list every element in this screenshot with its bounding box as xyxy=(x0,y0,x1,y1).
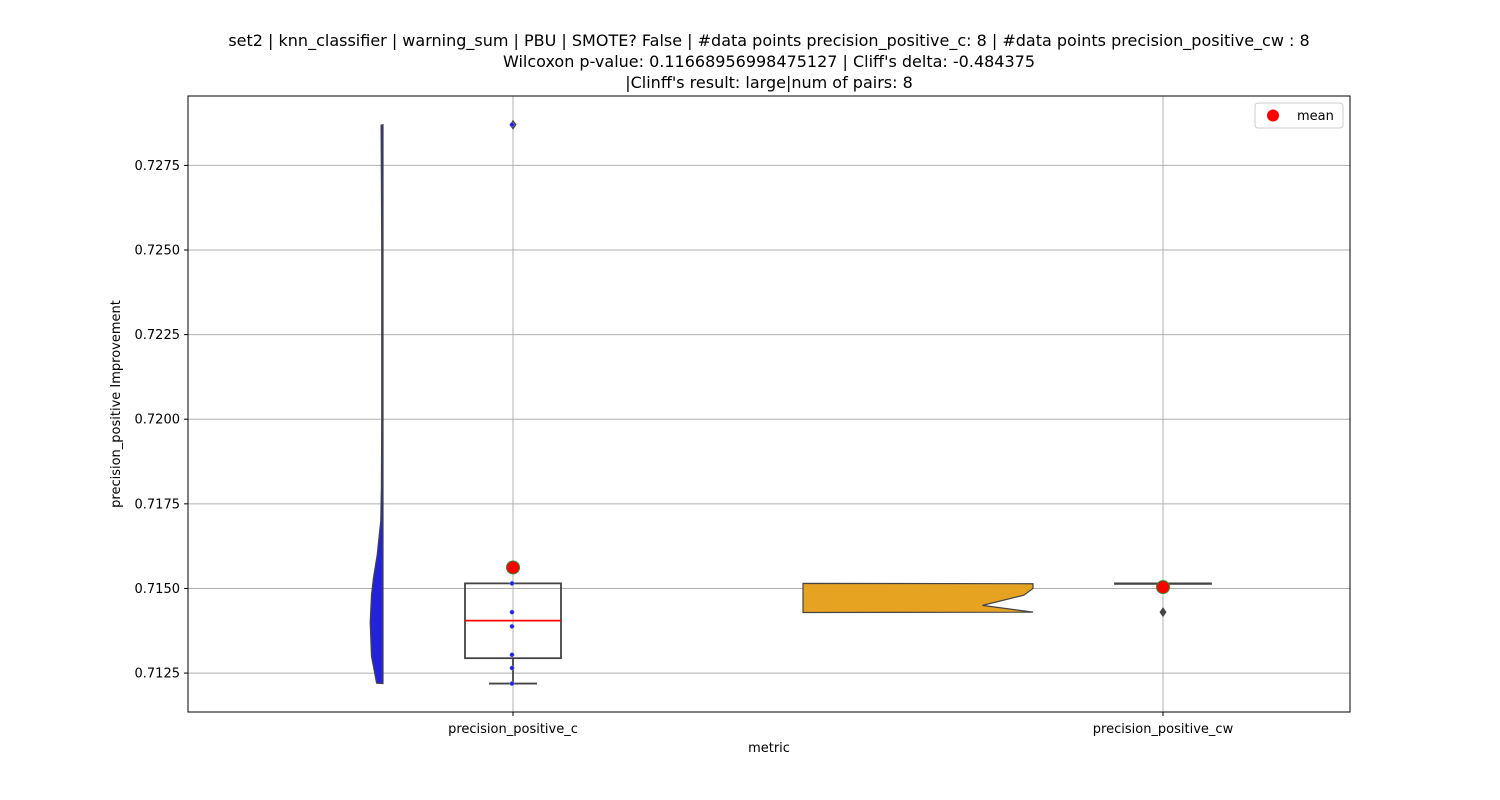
x-axis: precision_positive_c precision_positive_c… xyxy=(448,712,1234,737)
chart-title: set2 | knn_classifier | warning_sum | PB… xyxy=(228,31,1309,92)
title-line-2: Wilcoxon p-value: 0.11668956998475127 | … xyxy=(503,52,1035,71)
data-point xyxy=(509,652,515,658)
x-tick-label: precision_positive_c xyxy=(448,722,578,737)
series-precision_positive_c xyxy=(369,119,562,687)
plot-marks xyxy=(369,119,1212,687)
violin xyxy=(369,124,384,685)
x-axis-label: metric xyxy=(748,741,790,756)
data-point xyxy=(509,609,515,615)
legend: mean xyxy=(1254,102,1344,129)
y-axis-label: precision_positive Improvement xyxy=(109,300,124,508)
title-line-3: |Clinff's result: large|num of pairs: 8 xyxy=(625,73,913,92)
y-tick-label: 0.7275 xyxy=(135,159,181,174)
plot-frame xyxy=(187,95,1351,713)
y-tick-label: 0.7125 xyxy=(135,667,181,682)
violin xyxy=(802,582,1034,614)
legend-mean-marker xyxy=(1267,109,1279,122)
y-tick-label: 0.7150 xyxy=(135,582,181,597)
outlier-marker xyxy=(1159,607,1167,618)
y-tick-label: 0.7250 xyxy=(135,244,181,259)
data-point xyxy=(509,681,515,687)
mean-marker xyxy=(1156,580,1170,595)
data-point xyxy=(509,665,515,671)
y-tick-label: 0.7175 xyxy=(135,497,181,512)
data-point xyxy=(509,623,515,629)
title-line-1: set2 | knn_classifier | warning_sum | PB… xyxy=(228,31,1309,51)
series-precision_positive_cw xyxy=(802,580,1212,618)
grid-lines xyxy=(188,96,1350,712)
data-point xyxy=(509,122,515,128)
y-tick-label: 0.7200 xyxy=(135,413,181,428)
y-tick-label: 0.7225 xyxy=(135,328,181,343)
legend-box xyxy=(1254,102,1344,129)
y-axis: 0.7125 0.7150 0.7175 0.7200 0.7225 0.7250 0.72… xyxy=(135,159,188,682)
data-point xyxy=(509,580,515,586)
x-tick-label: precision_positive_cw xyxy=(1093,722,1234,737)
mean-marker xyxy=(506,560,520,575)
legend-mean-label: mean xyxy=(1297,109,1334,124)
